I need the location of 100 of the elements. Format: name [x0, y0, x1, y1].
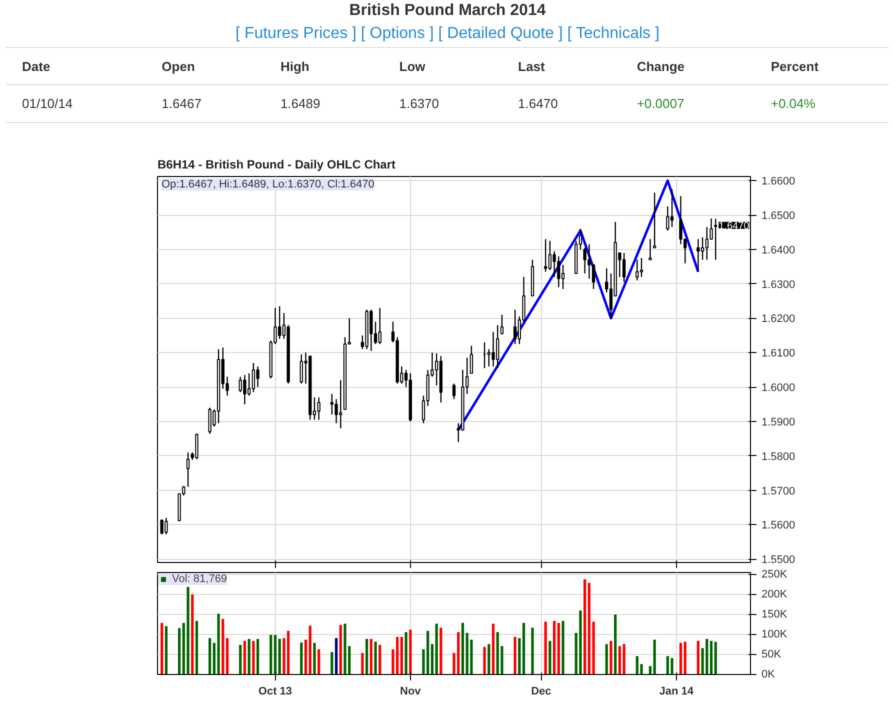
candlestick [470, 345, 474, 374]
candlestick [700, 236, 704, 260]
candlestick [500, 314, 504, 334]
bar [208, 638, 212, 674]
candlestick [334, 398, 338, 424]
candlestick [648, 238, 652, 260]
bar [710, 640, 713, 674]
text: Open [146, 48, 264, 85]
text: +0.04% [754, 84, 889, 122]
bar [483, 646, 486, 674]
x-tick-label: Nov [400, 686, 422, 698]
bar [622, 644, 626, 674]
candlestick [247, 372, 251, 396]
candlestick [317, 396, 320, 420]
bar [370, 638, 372, 674]
bar [430, 644, 434, 674]
candlestick [452, 383, 456, 400]
bar [164, 626, 168, 674]
y-tick-label: 200K [762, 588, 788, 600]
bar [684, 642, 686, 674]
bar [522, 622, 526, 674]
bar [374, 642, 377, 674]
candlestick [243, 374, 246, 405]
line-series [457, 179, 700, 432]
y-tick-label: 1.5500 [762, 554, 796, 566]
annotation: 1.6470 [718, 220, 750, 232]
text: +0.0007 [620, 84, 755, 122]
candlestick [492, 331, 495, 368]
candlestick [640, 257, 644, 278]
y-tick-label: 1.6600 [762, 176, 796, 188]
bar [696, 640, 700, 674]
bar [466, 632, 468, 674]
bar [256, 638, 260, 674]
chart-title: B6H14 - British Pound - Daily OHLC Chart [158, 158, 396, 172]
bar [226, 638, 229, 674]
bar [334, 638, 338, 674]
bar [344, 624, 346, 674]
bar [714, 642, 717, 674]
candlestick [186, 452, 190, 488]
bar [270, 634, 272, 674]
bar [318, 649, 320, 674]
text: 01/10/14 [6, 84, 146, 122]
bar [531, 628, 534, 674]
bar [239, 644, 242, 674]
bar [404, 632, 408, 674]
x-tick-label: Oct 13 [258, 686, 292, 698]
text: 1.6467 [146, 84, 264, 122]
text: Percent [754, 48, 889, 85]
bar [400, 636, 403, 674]
candlestick [195, 432, 198, 460]
candlestick [164, 517, 168, 535]
bar [584, 579, 586, 674]
y-tick-label: 1.5700 [762, 485, 796, 498]
y-tick-label: 100K [762, 628, 788, 640]
candlestick [252, 362, 256, 393]
candlestick [696, 238, 700, 272]
candlestick [679, 196, 682, 245]
y-tick-label: 250K [762, 568, 788, 580]
candlestick [561, 264, 565, 290]
bar [557, 622, 560, 674]
text: Date [6, 48, 146, 85]
bar [248, 638, 250, 674]
y-tick-label: 1.6400 [762, 244, 796, 256]
y-tick-label: 1.5900 [762, 416, 796, 428]
bar [339, 624, 342, 674]
bar [304, 640, 308, 674]
text: 1.6370 [383, 84, 502, 122]
bar [361, 652, 364, 674]
bar [365, 638, 368, 674]
bar [492, 624, 495, 674]
bar [222, 618, 224, 674]
bar [514, 636, 516, 674]
y-tick-label: 1.6000 [762, 382, 796, 394]
y-tick-label: 0K [762, 668, 776, 680]
text: Change [620, 48, 755, 85]
candlestick [652, 192, 656, 248]
bar [562, 620, 564, 674]
text: 1.6470 [502, 84, 621, 122]
bar [191, 594, 194, 674]
candlestick [552, 250, 556, 278]
bar [252, 640, 255, 674]
candlestick [378, 307, 382, 345]
bar [160, 622, 164, 674]
bar [178, 628, 181, 674]
bar [378, 644, 382, 674]
y-tick-label: 50K [762, 648, 782, 660]
x-tick-label: Dec [531, 686, 552, 698]
bar [679, 642, 682, 674]
bar [605, 644, 608, 674]
text: High [264, 48, 384, 85]
candlestick [256, 366, 260, 388]
bar [274, 634, 277, 674]
bar [610, 640, 612, 674]
candlestick [670, 188, 674, 228]
bar [614, 614, 617, 674]
y-tick-label: 1.6100 [762, 348, 796, 360]
candlestick [636, 259, 639, 281]
bar [308, 626, 312, 674]
y-tick-label: 1.6500 [762, 210, 796, 222]
bar [195, 620, 198, 674]
